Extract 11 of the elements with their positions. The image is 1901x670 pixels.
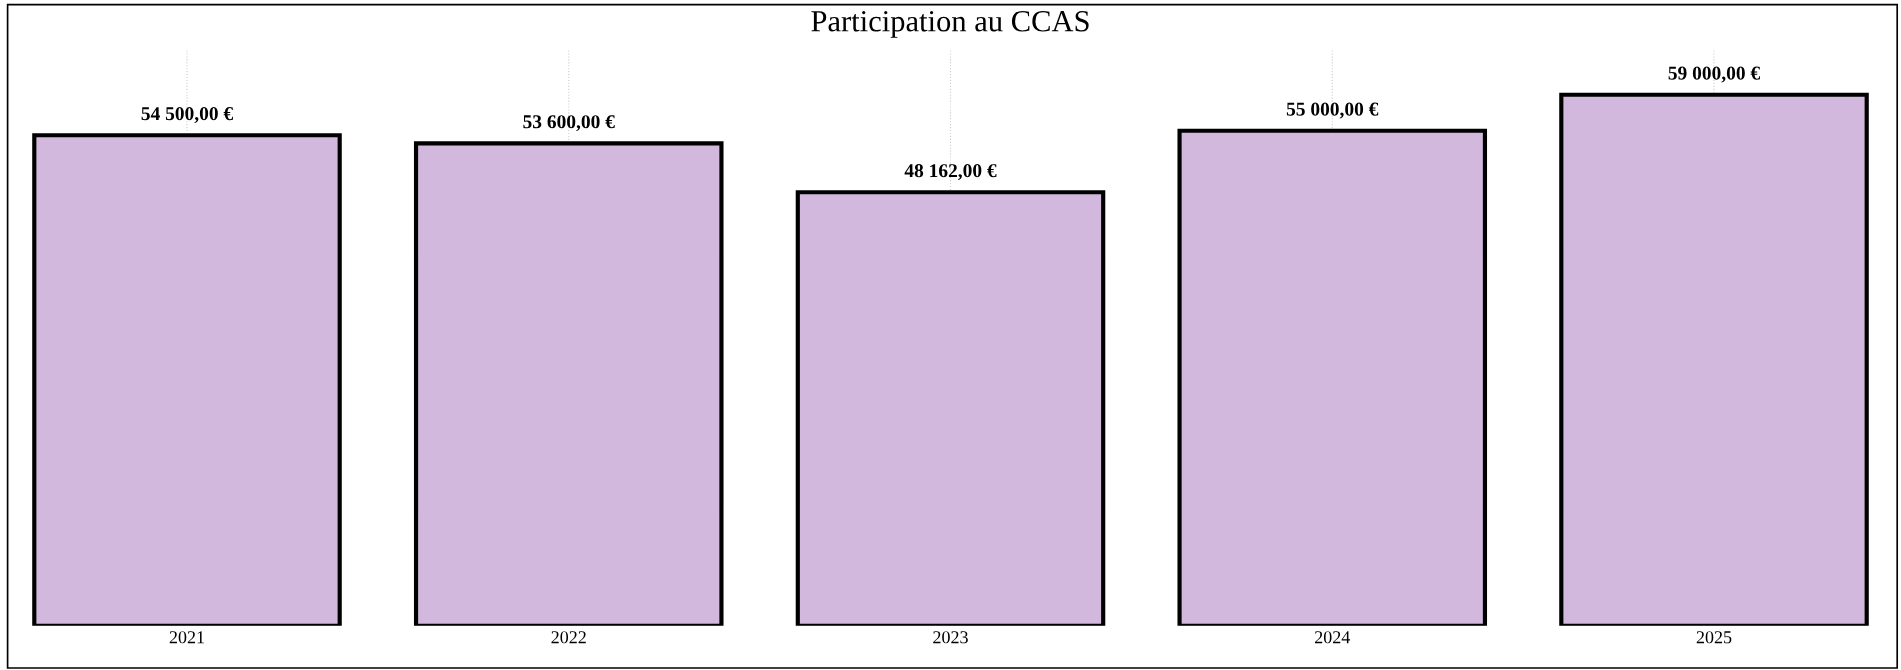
x-tick-label: 2023	[933, 631, 968, 644]
chart-title: Participation au CCAS	[811, 11, 1089, 38]
data-label: 54 500,00 €	[141, 107, 233, 123]
data-label: 53 600,00 €	[523, 115, 615, 132]
data-label: 59 000,00 €	[1668, 66, 1760, 83]
data-label: 48 162,00 €	[904, 164, 997, 181]
x-tick-label: 2021	[169, 631, 204, 644]
data-label: 55 000,00 €	[1286, 102, 1379, 119]
x-tick-label: 2022	[551, 631, 586, 644]
x-tick-label: 2024	[1314, 631, 1351, 644]
x-tick-label: 2025	[1696, 631, 1732, 644]
